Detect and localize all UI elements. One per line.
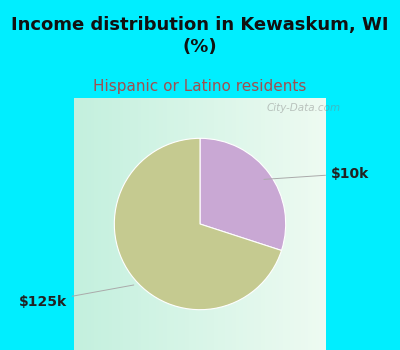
Wedge shape <box>200 138 286 251</box>
Text: Income distribution in Kewaskum, WI
(%): Income distribution in Kewaskum, WI (%) <box>11 16 389 56</box>
Text: $10k: $10k <box>264 167 369 181</box>
Text: City-Data.com: City-Data.com <box>267 103 341 113</box>
Text: Hispanic or Latino residents: Hispanic or Latino residents <box>93 79 307 94</box>
Text: $125k: $125k <box>18 285 134 309</box>
Wedge shape <box>114 138 282 310</box>
